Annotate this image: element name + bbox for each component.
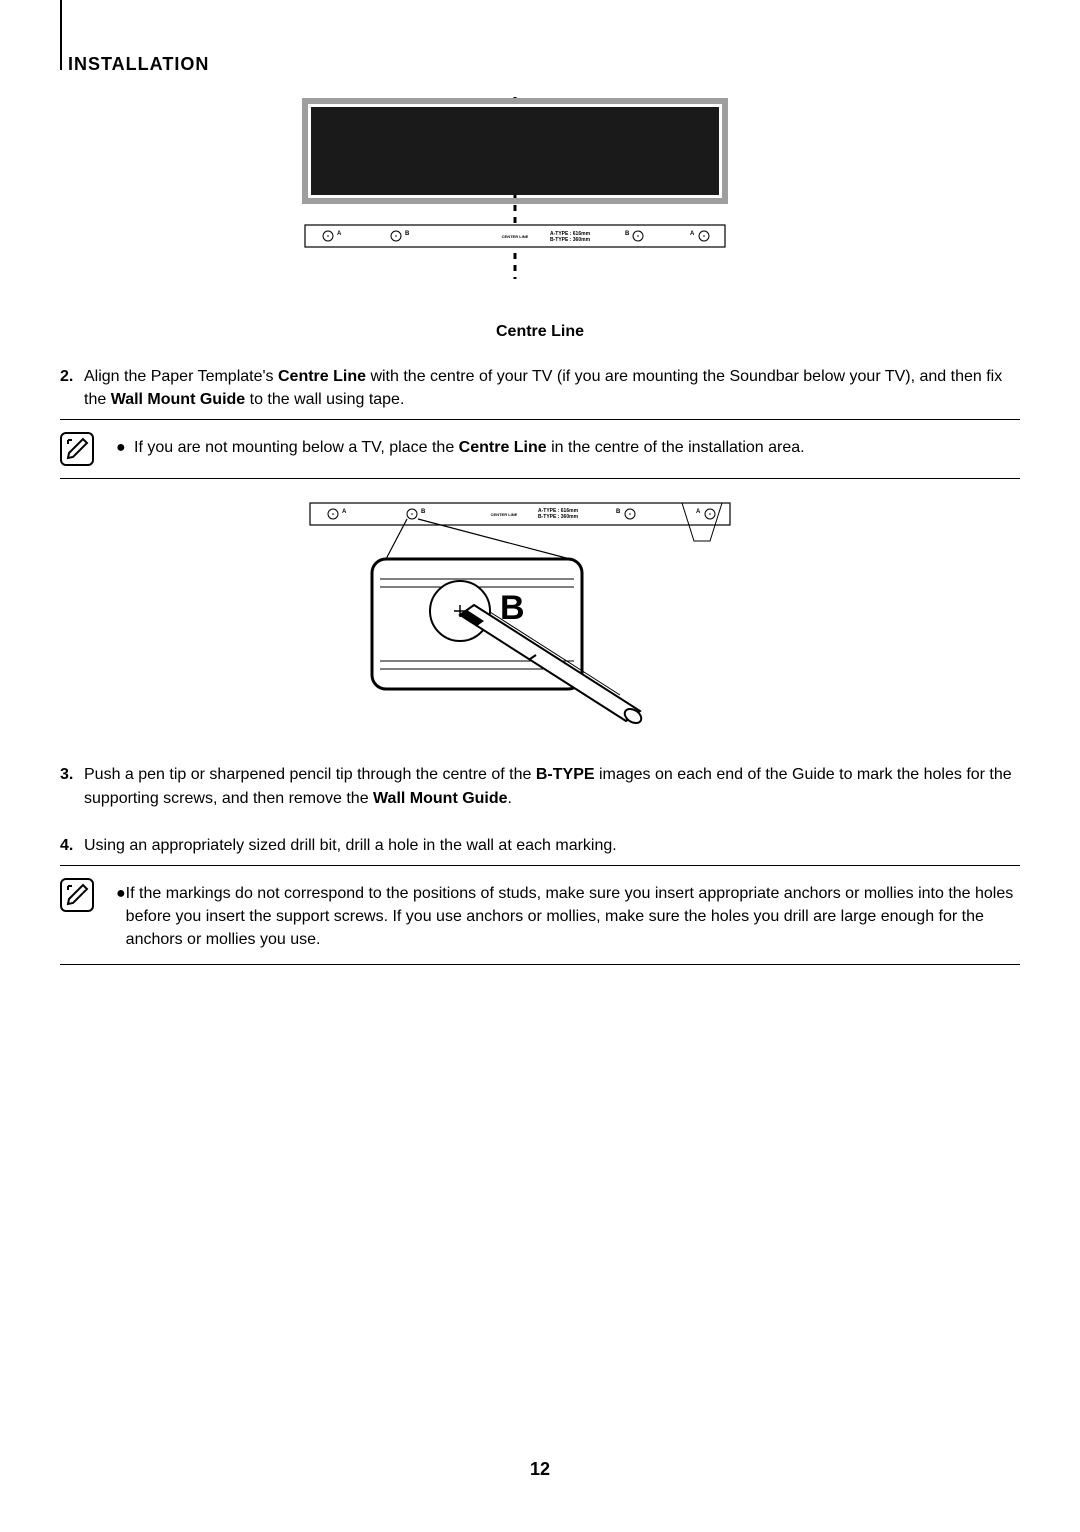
note-1-text: ● If you are not mounting below a TV, pl… (116, 432, 1020, 459)
figure-pen-marking: A B CENTER LINE A-TYPE : 616mm B-TYPE : … (60, 499, 1020, 739)
tpl-b-right: B (625, 231, 630, 237)
tpl-type-b: B-TYPE : 360mm (550, 237, 591, 243)
figure-tv-centre-line: A B CENTER LINE A-TYPE : 616mm B-TYPE : … (60, 93, 1020, 313)
n1-t2: in the centre of the installation area. (547, 439, 805, 456)
step-4-text: Using an appropriately sized drill bit, … (84, 834, 1020, 857)
f2-b-left: B (421, 509, 426, 515)
s3-b2: Wall Mount Guide (373, 790, 508, 807)
s2-b2: Wall Mount Guide (111, 391, 246, 408)
n1-t1: If you are not mounting below a TV, plac… (134, 439, 459, 456)
f2-a-left: A (342, 509, 347, 515)
step-2: 2. Align the Paper Template's Centre Lin… (60, 365, 1020, 411)
s2-t1: Align the Paper Template's (84, 368, 278, 385)
f2-center: CENTER LINE (491, 512, 518, 517)
step-3-number: 3. (60, 763, 84, 809)
tpl-b-left: B (405, 231, 410, 237)
f2-b-right: B (616, 509, 621, 515)
s3-t3: . (508, 790, 512, 807)
step-4: 4. Using an appropriately sized drill bi… (60, 834, 1020, 857)
s2-t3: to the wall using tape. (245, 391, 404, 408)
note-block-2: ●If the markings do not correspond to th… (60, 865, 1020, 965)
note-icon (60, 432, 94, 466)
left-margin-rule (60, 0, 62, 70)
f2-a-right: A (696, 509, 701, 515)
tpl-a-left: A (337, 231, 342, 237)
step-2-text: Align the Paper Template's Centre Line w… (84, 365, 1020, 411)
s3-b1: B-TYPE (536, 766, 595, 783)
section-heading: INSTALLATION (68, 54, 1020, 75)
tpl-a-right: A (690, 231, 695, 237)
s3-t1: Push a pen tip or sharpened pencil tip t… (84, 766, 536, 783)
figure2-svg: A B CENTER LINE A-TYPE : 616mm B-TYPE : … (60, 499, 1020, 739)
figure1-svg: A B CENTER LINE A-TYPE : 616mm B-TYPE : … (60, 93, 1020, 313)
note-2-text: ●If the markings do not correspond to th… (116, 878, 1020, 952)
s4-t1: Using an appropriately sized drill bit, … (84, 837, 617, 854)
page-content: INSTALLATION A B CENTER LINE (0, 0, 1080, 965)
step-4-number: 4. (60, 834, 84, 857)
tpl-center: CENTER LINE (502, 234, 529, 239)
step-3-text: Push a pen tip or sharpened pencil tip t… (84, 763, 1020, 809)
n1-b1: Centre Line (459, 439, 547, 456)
note-block-1: ● If you are not mounting below a TV, pl… (60, 419, 1020, 479)
page-number: 12 (0, 1459, 1080, 1480)
step-3: 3. Push a pen tip or sharpened pencil ti… (60, 763, 1020, 809)
step-2-number: 2. (60, 365, 84, 411)
centre-line-caption: Centre Line (60, 323, 1020, 341)
n2-t1: If the markings do not correspond to the… (126, 882, 1020, 952)
note-icon (60, 878, 94, 912)
f2-type-b: B-TYPE : 360mm (538, 514, 579, 520)
s2-b1: Centre Line (278, 368, 366, 385)
